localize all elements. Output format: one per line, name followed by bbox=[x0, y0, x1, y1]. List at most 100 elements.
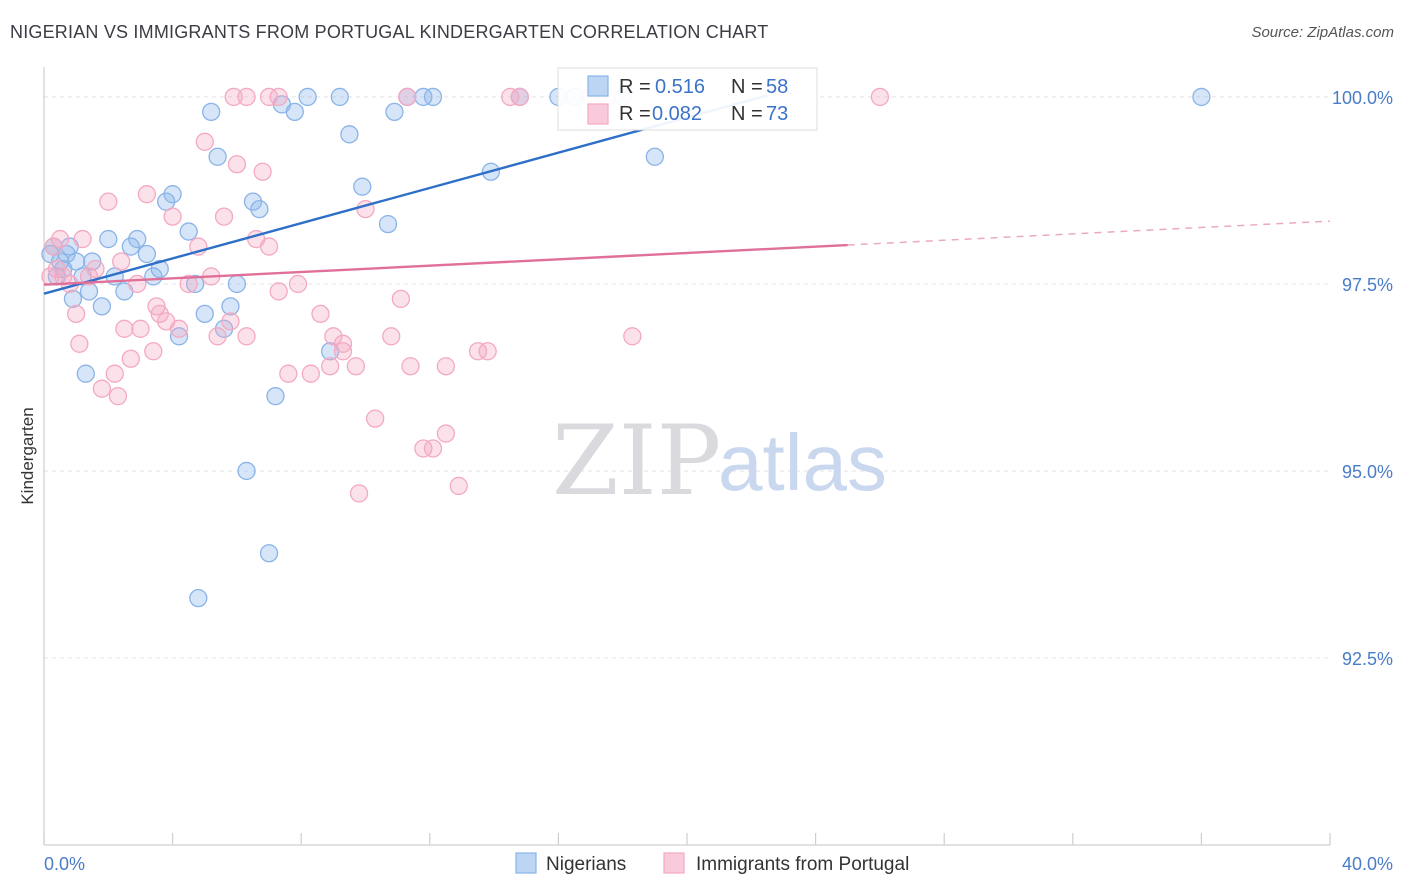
portugal-point bbox=[382, 327, 401, 346]
nigerians-point bbox=[298, 87, 317, 107]
nigerians-point bbox=[214, 319, 234, 338]
portugal-point bbox=[86, 259, 105, 279]
portugal-point bbox=[73, 229, 92, 249]
portugal-point bbox=[324, 327, 343, 346]
nigerians-point bbox=[378, 214, 398, 234]
portugal-point bbox=[333, 334, 353, 353]
portugal-point bbox=[99, 192, 118, 211]
nigerians-point bbox=[202, 102, 221, 122]
legend-r-label: R = bbox=[619, 76, 651, 98]
nigerians-point bbox=[179, 222, 198, 241]
nigerians-point bbox=[144, 267, 163, 286]
portugal-point bbox=[510, 87, 529, 107]
chart-title: NIGERIAN VS IMMIGRANTS FROM PORTUGAL KIN… bbox=[10, 22, 769, 42]
legend-n-label: N = bbox=[731, 103, 763, 125]
portugal-point bbox=[478, 342, 497, 361]
portugal-point bbox=[423, 439, 443, 458]
x-tick-label-min: 0.0% bbox=[44, 854, 85, 874]
nigerians-point bbox=[150, 259, 169, 279]
nigerians-point bbox=[169, 327, 189, 346]
watermark-zip: ZIP bbox=[552, 405, 721, 517]
portugal-point bbox=[391, 289, 411, 309]
portugal-point bbox=[50, 229, 70, 249]
nigerians-point bbox=[285, 102, 304, 122]
portugal-point bbox=[259, 237, 279, 256]
bottom-legend: Nigerians Immigrants from Portugal bbox=[515, 852, 909, 875]
portugal-point bbox=[870, 87, 890, 107]
portugal-point bbox=[414, 439, 433, 458]
nigerians-point bbox=[76, 364, 95, 383]
y-tick-label: 92.5% bbox=[1342, 649, 1393, 669]
nigerians-point bbox=[189, 588, 208, 608]
legend-swatch-nigerians bbox=[587, 75, 609, 97]
portugal-point bbox=[54, 267, 73, 286]
portugal-point bbox=[320, 357, 340, 376]
portugal-point bbox=[623, 327, 642, 346]
legend-box: R = 0.516 N = 58 R = 0.082 N = 73 bbox=[557, 67, 818, 131]
portugal-point bbox=[131, 319, 150, 338]
legend-swatch-portugal bbox=[587, 103, 609, 125]
portugal-point bbox=[144, 342, 163, 361]
portugal-point bbox=[112, 252, 131, 271]
nigerians-point bbox=[128, 229, 147, 249]
legend-n-value: 58 bbox=[766, 76, 788, 98]
portugal-point bbox=[288, 274, 308, 294]
nigerians-point bbox=[330, 87, 349, 107]
portugal-point bbox=[398, 87, 417, 107]
nigerians-point bbox=[385, 102, 404, 122]
y-tick-label: 97.5% bbox=[1342, 275, 1393, 295]
chart-source: Source: ZipAtlas.com bbox=[1251, 24, 1394, 41]
portugal-point bbox=[47, 259, 67, 279]
bottom-legend-portugal: Immigrants from Portugal bbox=[696, 854, 909, 875]
portugal-point bbox=[365, 409, 385, 428]
nigerians-point bbox=[221, 297, 240, 316]
x-tick-marks bbox=[43, 833, 1331, 845]
legend-n-value: 73 bbox=[766, 103, 788, 125]
portugal-point bbox=[221, 312, 240, 331]
portugal-point bbox=[237, 87, 256, 107]
portugal-point bbox=[468, 342, 488, 361]
portugal-point bbox=[121, 349, 140, 368]
nigerians-point bbox=[340, 125, 359, 144]
portugal-point bbox=[436, 424, 456, 443]
portugal-point bbox=[179, 274, 198, 294]
nigerians-point bbox=[195, 304, 214, 324]
nigerians-point bbox=[99, 229, 118, 249]
nigerians-point bbox=[227, 274, 247, 294]
portugal-point bbox=[253, 162, 272, 181]
legend-n-label: N = bbox=[731, 76, 763, 98]
y-tick-labels: 100.0% 97.5% 95.0% 92.5% bbox=[1332, 88, 1393, 669]
portugal-point bbox=[147, 297, 166, 316]
watermark: ZIP atlas bbox=[552, 405, 887, 517]
portugal-point bbox=[92, 379, 112, 398]
legend-r-value: 0.082 bbox=[652, 103, 702, 125]
y-tick-label: 100.0% bbox=[1332, 88, 1393, 108]
y-axis-label: Kindergarten bbox=[18, 407, 37, 504]
nigerians-point bbox=[163, 185, 182, 204]
portugal-point bbox=[163, 207, 182, 226]
portugal-point bbox=[346, 357, 366, 376]
nigerians-point bbox=[266, 387, 285, 406]
portugal-point bbox=[279, 364, 298, 383]
portugal-point bbox=[128, 274, 147, 294]
portugal-trend-line bbox=[43, 243, 848, 286]
portugal-point bbox=[108, 387, 128, 406]
portugal-point bbox=[70, 334, 89, 353]
portugal-point bbox=[311, 304, 330, 324]
portugal-point bbox=[237, 327, 256, 346]
portugal-point bbox=[105, 364, 124, 383]
portugal-point bbox=[227, 155, 247, 174]
portugal-point bbox=[67, 304, 86, 324]
x-tick-label-max: 40.0% bbox=[1342, 854, 1393, 874]
portugal-point bbox=[269, 282, 288, 301]
portugal-point bbox=[214, 207, 234, 226]
portugal-point bbox=[301, 364, 320, 383]
bottom-legend-nigerians: Nigerians bbox=[546, 854, 626, 875]
portugal-point bbox=[349, 484, 369, 503]
y-tick-label: 95.0% bbox=[1342, 462, 1393, 482]
portugal-point bbox=[501, 87, 520, 107]
nigerians-point bbox=[250, 199, 269, 219]
bottom-legend-swatch-portugal bbox=[663, 852, 685, 874]
portugal-trend-line-extension bbox=[847, 220, 1331, 246]
